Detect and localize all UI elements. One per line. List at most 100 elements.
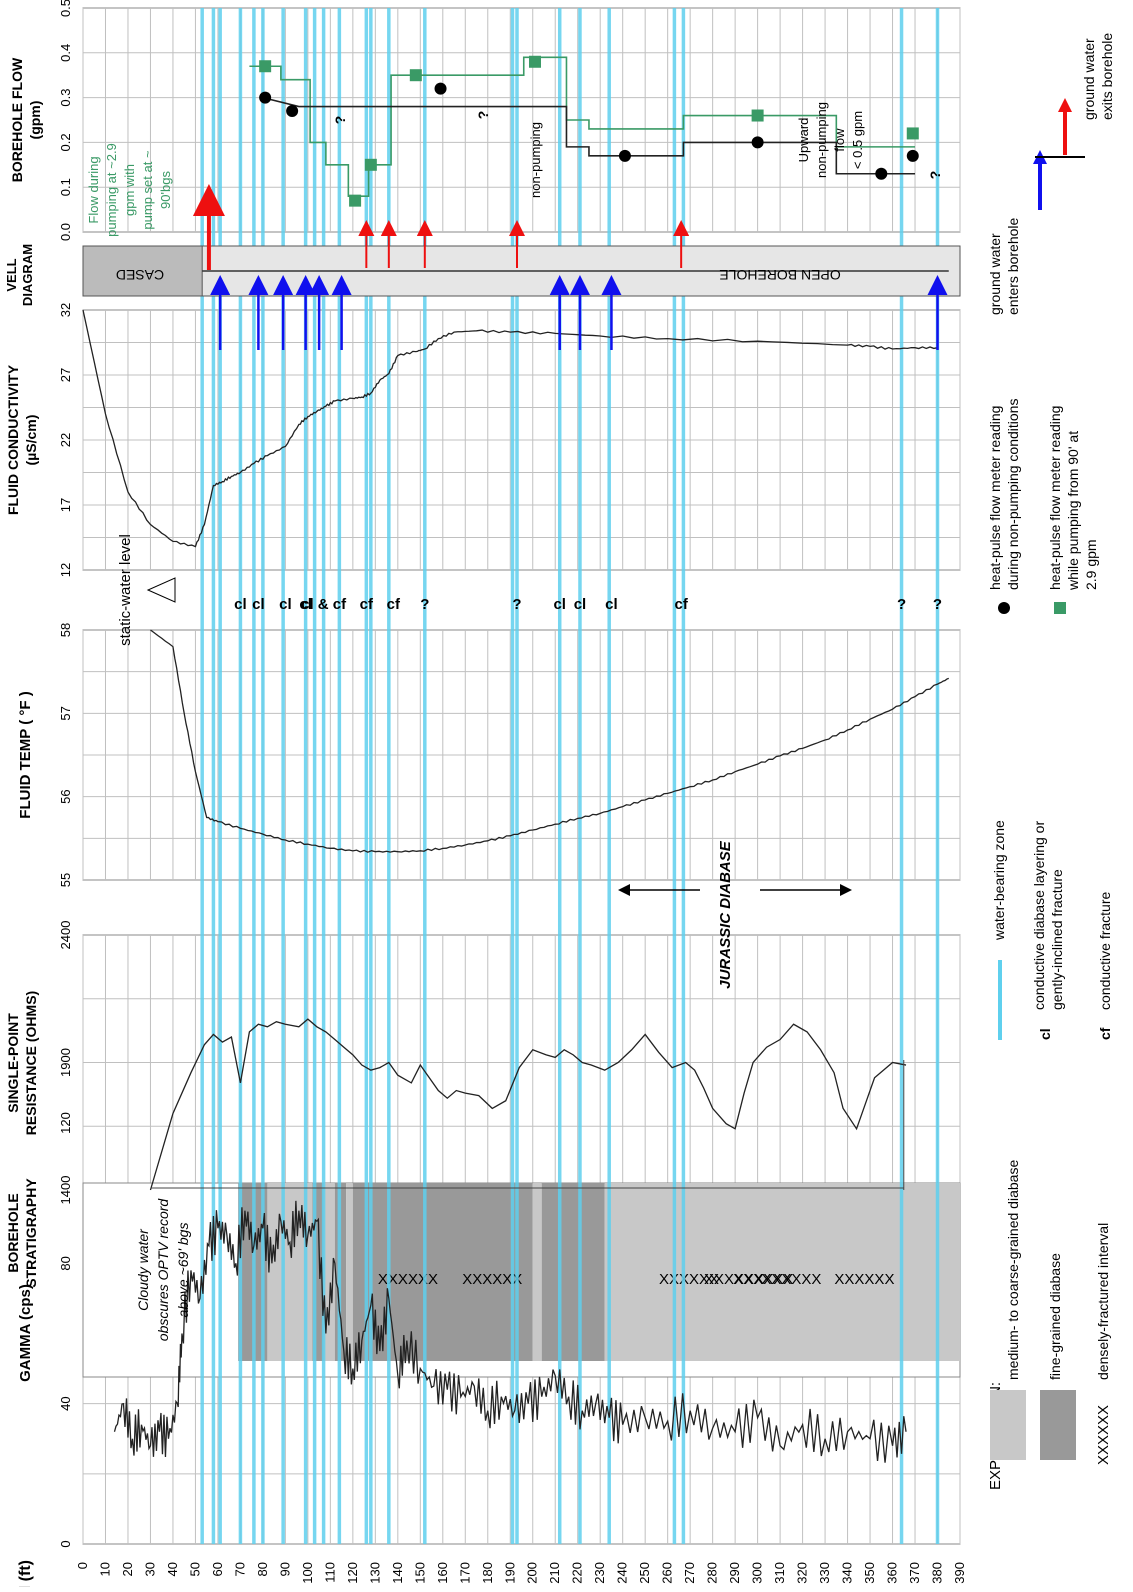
depth-tick-label: 130 xyxy=(367,1562,382,1584)
legend-exits-label: ground water xyxy=(1081,38,1097,120)
legend-cl-label: gently-inclined fracture xyxy=(1049,869,1065,1010)
depth-tick-label: 190 xyxy=(502,1562,517,1584)
cond-tick-label: 22 xyxy=(58,433,73,447)
depth-tick-label: 70 xyxy=(232,1562,247,1576)
cloudy-water-note: obscures OPTV record xyxy=(155,1198,171,1342)
legend-nonpumping-label: during non-pumping conditions xyxy=(1005,399,1021,590)
open-borehole-label: OPEN BOREHOLE xyxy=(719,267,840,283)
pumping-flow-profile xyxy=(249,56,916,197)
depth-tick-label: 330 xyxy=(817,1562,832,1584)
depth-tick-label: 390 xyxy=(952,1562,967,1584)
nonpumping-reading-point xyxy=(751,136,764,149)
depth-tick-label: 300 xyxy=(750,1562,765,1584)
depth-tick-label: 320 xyxy=(795,1562,810,1584)
depth-tick-label: 360 xyxy=(885,1562,900,1584)
depth-tick-label: 150 xyxy=(412,1562,427,1584)
legend-outflow-head xyxy=(1058,98,1072,112)
feature-label: cl & cf xyxy=(301,596,347,613)
strat-fine-unit xyxy=(352,1183,533,1361)
legend-cf-symbol: cf xyxy=(1097,1027,1113,1040)
flow-question-mark: ? xyxy=(332,116,348,125)
depth-tick-label: 270 xyxy=(682,1562,697,1584)
legend-medium-label: medium- to coarse-grained diabase xyxy=(1005,1160,1021,1380)
legend-exits-label: exits borehole xyxy=(1099,33,1115,120)
conductivity-curve xyxy=(82,309,938,548)
depth-tick-label: 240 xyxy=(615,1562,630,1584)
depth-tick-label: 0 xyxy=(75,1562,90,1569)
static-water-label: static-water level xyxy=(117,534,134,646)
depth-tick-label: 100 xyxy=(300,1562,315,1584)
gamma-title: GAMMA (cps) xyxy=(17,1284,34,1382)
flow-question-mark: ? xyxy=(927,171,943,180)
depth-tick-label: 160 xyxy=(435,1562,450,1584)
flow-tick-label: 0.2 xyxy=(58,133,73,151)
pumping-reading-point xyxy=(409,69,422,82)
legend-cl-label: conductive diabase layering or xyxy=(1031,821,1047,1010)
strat-title: BOREHOLE xyxy=(5,1193,21,1272)
upward-flow-note: < 0.5 gpm xyxy=(850,111,865,169)
depth-tick-label: 340 xyxy=(840,1562,855,1584)
spr-tick-label: 2400 xyxy=(58,921,73,950)
spr-tick-label: 1400 xyxy=(58,1176,73,1205)
feature-label: cl xyxy=(279,596,292,613)
fracture-marker: XXXXXX xyxy=(761,1271,821,1288)
cloudy-water-note: above ~69' bgs xyxy=(175,1223,191,1318)
cased-label: CASED xyxy=(116,267,164,283)
depth-tick-label: 180 xyxy=(480,1562,495,1584)
depth-tick-label: 280 xyxy=(705,1562,720,1584)
pumping-flow-note: pump set at ~ xyxy=(140,150,155,230)
spr-title: RESISTANCE (OHMS) xyxy=(23,991,39,1135)
fracture-marker: XXXXXX xyxy=(704,1271,764,1288)
gamma-tick-label: 40 xyxy=(58,1396,73,1410)
resistance-curve xyxy=(149,1018,907,1191)
nonpumping-reading-point xyxy=(618,149,631,162)
depth-tick-label: 370 xyxy=(907,1562,922,1584)
flow-tick-label: 0.0 xyxy=(58,223,73,241)
nonpumping-reading-point xyxy=(259,91,272,104)
feature-label: ? xyxy=(420,596,429,613)
arrowhead-right xyxy=(840,884,852,896)
legend-cl-symbol: cl xyxy=(1037,1028,1053,1040)
depth-tick-label: 90 xyxy=(277,1562,292,1576)
upward-flow-note: non-pumping xyxy=(814,102,829,178)
fracture-marker: XXXXXX xyxy=(834,1271,894,1288)
flow-tick-label: 0.1 xyxy=(58,178,73,196)
arrowhead-left xyxy=(618,884,630,896)
temp-title: FLUID TEMP ( °F ) xyxy=(17,691,34,818)
cond-tick-label: 17 xyxy=(58,498,73,512)
gamma-tick-label: 120 xyxy=(58,1112,73,1134)
feature-label: ? xyxy=(512,596,521,613)
feature-label: cl xyxy=(299,596,312,613)
upward-flow-note: Upward xyxy=(796,118,811,163)
depth-tick-label: 120 xyxy=(345,1562,360,1584)
pumping-reading-point xyxy=(528,55,541,68)
pumping-reading-point xyxy=(259,60,272,73)
legend-cf-label: conductive fracture xyxy=(1097,892,1113,1010)
depth-tick-label: 310 xyxy=(772,1562,787,1584)
nonpumping-label: non-pumping xyxy=(528,122,543,198)
legend-nonpumping-marker xyxy=(998,602,1010,614)
flow-tick-label: 0.4 xyxy=(58,44,73,62)
legend-pumping-marker xyxy=(1054,602,1066,614)
depth-tick-label: 260 xyxy=(660,1562,675,1584)
strat-medium-unit xyxy=(346,1183,353,1361)
depth-tick-label: 140 xyxy=(390,1562,405,1584)
upward-flow-note: flow xyxy=(832,128,847,152)
static-water-symbol xyxy=(146,577,176,603)
legend-xx-symbol: XXXXXX xyxy=(1095,1405,1112,1465)
log-curves xyxy=(82,309,949,1463)
legend-fine-label: fine-grained diabase xyxy=(1047,1253,1063,1380)
feature-label: cl xyxy=(605,596,618,613)
flow-title: (gpm) xyxy=(27,101,43,140)
depth-tick-label: 230 xyxy=(592,1562,607,1584)
nonpumping-reading-point xyxy=(434,82,447,95)
pumping-flow-note: 90'bgs xyxy=(158,171,173,209)
axis-text: 0 10 20 30 40 50 60 70 80 90 100 110 120 130 140 150 160… xyxy=(4,0,967,1592)
feature-label: cf xyxy=(674,596,688,613)
well-diagram xyxy=(82,184,961,350)
depth-tick-label: 200 xyxy=(525,1562,540,1584)
cond-tick-label: 12 xyxy=(58,563,73,577)
pumping-reading-point xyxy=(349,194,362,207)
depth-axis-title: DEPTH (ft) xyxy=(17,1560,34,1587)
